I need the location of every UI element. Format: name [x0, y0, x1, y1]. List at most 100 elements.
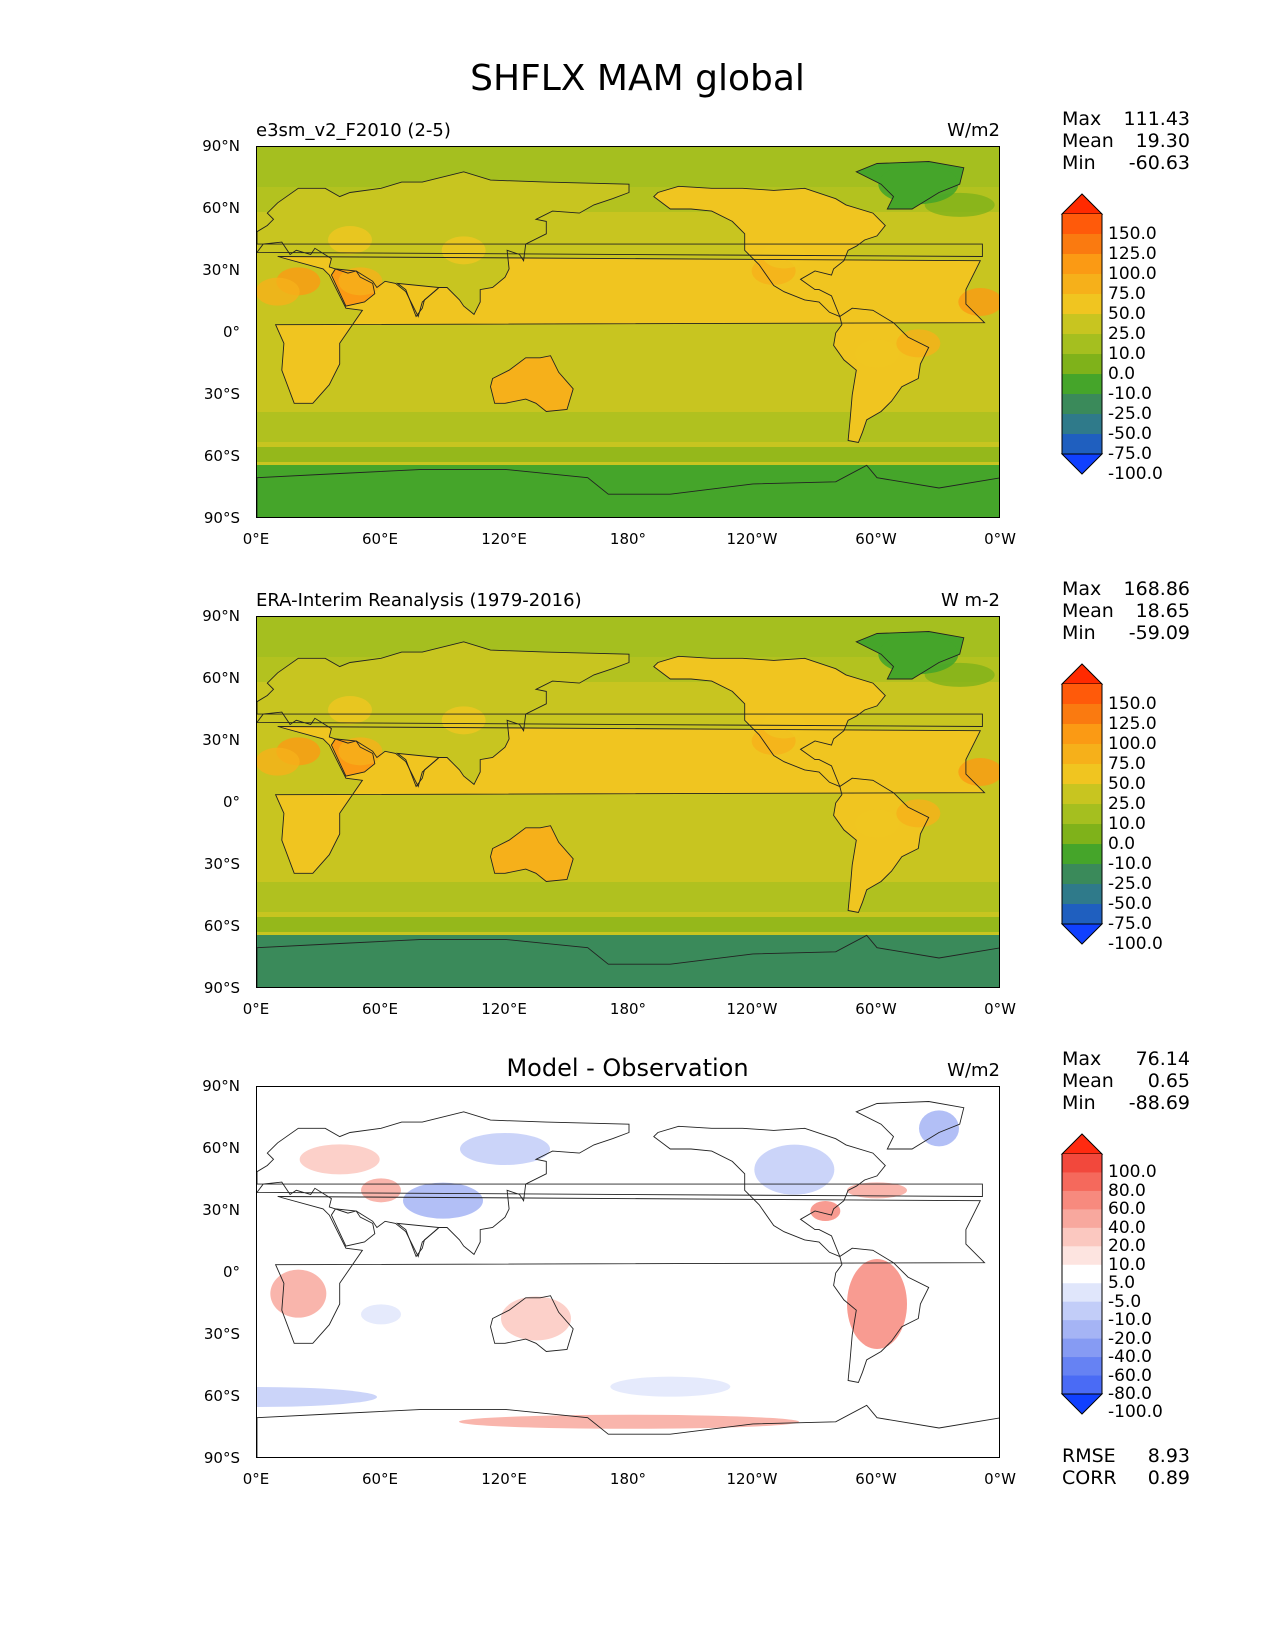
lon-label: 0°E: [242, 1470, 270, 1488]
colorbar-svg: [1060, 1133, 1104, 1415]
lat-label: 90°S: [203, 979, 240, 997]
colorbar-segment: [1062, 704, 1102, 725]
lon-label: 0°E: [242, 1000, 270, 1018]
colorbar-segment: [1062, 394, 1102, 415]
colorbar-segment: [1062, 784, 1102, 805]
colorbar-tick-label: 10.0: [1108, 1254, 1146, 1275]
colorbar-segment: [1062, 1264, 1102, 1284]
units-label: W m-2: [940, 590, 1000, 611]
units-label: W/m2: [947, 120, 1000, 141]
colorbar-tick-label: 50.0: [1108, 304, 1146, 324]
colorbar-extend-max: [1060, 193, 1104, 215]
colorbar-segment: [1062, 864, 1102, 885]
colorbar-segment: [1062, 414, 1102, 435]
lon-label: 0°W: [984, 1470, 1016, 1488]
colorbar-segment: [1062, 214, 1102, 235]
colorbar-segment: [1062, 434, 1102, 455]
max-value: 111.43: [1123, 108, 1190, 130]
rmse-corr-box: RMSE 8.93 CORR 0.89: [1062, 1445, 1190, 1489]
lon-label: 0°W: [984, 1000, 1016, 1018]
lat-label: 90°N: [202, 607, 240, 625]
colorbar-segment: [1062, 904, 1102, 925]
colorbar-segment: [1062, 334, 1102, 355]
colorbar-tick-label: 75.0: [1108, 754, 1146, 774]
colorbar-segment: [1062, 724, 1102, 745]
max-value: 76.14: [1135, 1048, 1190, 1070]
max-label: Max: [1062, 578, 1102, 600]
units-label: W/m2: [947, 1060, 1000, 1081]
lon-label: 60°E: [361, 530, 399, 548]
mean-value: 18.65: [1135, 600, 1190, 622]
lat-label: 90°S: [203, 1449, 240, 1467]
min-label: Min: [1062, 152, 1096, 174]
colorbar-tick-label: 25.0: [1108, 794, 1146, 814]
colorbar-tick-label: -25.0: [1108, 404, 1152, 424]
colorbar-segment: [1062, 1283, 1102, 1303]
min-value: -88.69: [1128, 1092, 1190, 1114]
colorbar-tick-label: -100.0: [1108, 1402, 1163, 1423]
colorbar-segment: [1062, 1172, 1102, 1192]
min-label: Min: [1062, 622, 1096, 644]
colorbar-tick-label: -60.0: [1108, 1365, 1152, 1386]
lat-label: 60°S: [203, 447, 240, 465]
stats-box: Max 111.43 Mean 19.30 Min -60.63: [1062, 108, 1190, 174]
lon-label: 0°E: [242, 530, 270, 548]
lon-label: 60°W: [855, 1470, 897, 1488]
lat-label: 30°N: [202, 731, 240, 749]
colorbar-tick-label: 100.0: [1108, 264, 1157, 284]
lat-label: 30°N: [202, 1201, 240, 1219]
panel-title: ERA-Interim Reanalysis (1979-2016): [256, 590, 582, 611]
lat-label: 0°: [222, 323, 240, 341]
colorbar-tick-label: -20.0: [1108, 1328, 1152, 1349]
panel-title: Model - Observation: [506, 1054, 749, 1082]
lon-label: 0°W: [984, 530, 1016, 548]
colorbar-tick-label: 125.0: [1108, 714, 1157, 734]
stats-box: Max 168.86 Mean 18.65 Min -59.09: [1062, 578, 1190, 644]
colorbar-tick-label: -40.0: [1108, 1347, 1152, 1368]
lon-label: 60°W: [855, 1000, 897, 1018]
colorbar-tick-label: -75.0: [1108, 444, 1152, 464]
colorbar-tick-label: -25.0: [1108, 874, 1152, 894]
colorbar-tick-label: -10.0: [1108, 384, 1152, 404]
map-field: [257, 147, 999, 517]
colorbar-segment: [1062, 1357, 1102, 1377]
lat-label: 90°S: [203, 509, 240, 527]
colorbar-tick-label: 40.0: [1108, 1217, 1146, 1238]
corr-value: 0.89: [1147, 1467, 1190, 1489]
lon-label: 120°W: [726, 530, 778, 548]
map-plot: [256, 146, 1000, 518]
colorbar-tick-label: -50.0: [1108, 894, 1152, 914]
colorbar-segment: [1062, 1154, 1102, 1173]
colorbar-tick-label: -50.0: [1108, 424, 1152, 444]
lon-label: 180°: [609, 530, 647, 548]
colorbar-tick-label: 0.0: [1108, 834, 1136, 854]
colorbar-tick-label: -10.0: [1108, 854, 1152, 874]
lat-label: 30°S: [203, 1325, 240, 1343]
colorbar-extend-max: [1060, 1133, 1104, 1155]
colorbar-svg: [1060, 663, 1104, 945]
colorbar-segment: [1062, 234, 1102, 255]
colorbar-tick-label: 125.0: [1108, 244, 1157, 264]
colorbar-tick-label: 25.0: [1108, 324, 1146, 344]
lat-label: 60°N: [202, 1139, 240, 1157]
colorbar-segment: [1062, 764, 1102, 785]
lon-label: 60°E: [361, 1000, 399, 1018]
lat-label: 30°N: [202, 261, 240, 279]
colorbar-tick-label: -10.0: [1108, 1310, 1152, 1331]
colorbar-tick-label: 5.0: [1108, 1273, 1136, 1294]
mean-label: Mean: [1062, 600, 1114, 622]
panel-model: e3sm_v2_F2010 (2-5) W/m2 90°N 60°N 30°N …: [0, 108, 1275, 600]
mean-value: 19.30: [1135, 130, 1190, 152]
max-value: 168.86: [1123, 578, 1190, 600]
rmse-label: RMSE: [1062, 1445, 1116, 1467]
colorbar-tick-label: -75.0: [1108, 914, 1152, 934]
lat-label: 0°: [222, 1263, 240, 1281]
colorbar-tick-label: 50.0: [1108, 774, 1146, 794]
colorbar-segment: [1062, 1190, 1102, 1210]
colorbar-segment: [1062, 684, 1102, 705]
lon-label: 120°E: [481, 530, 527, 548]
colorbar-segment: [1062, 1227, 1102, 1247]
colorbar-segment: [1062, 1375, 1102, 1395]
rmse-value: 8.93: [1147, 1445, 1190, 1467]
colorbar-tick-label: 100.0: [1108, 1162, 1157, 1183]
